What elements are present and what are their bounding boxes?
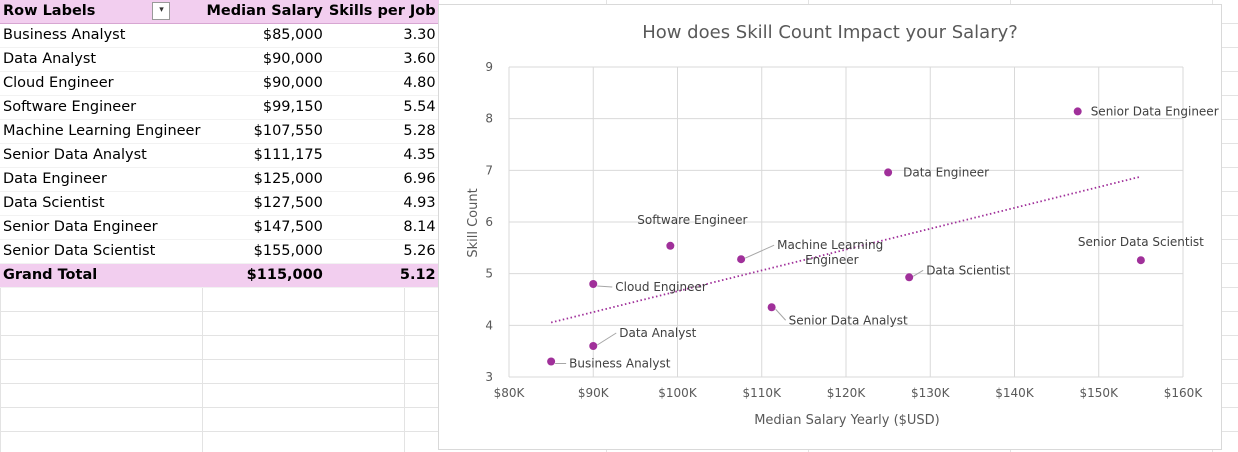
chart-title: How does Skill Count Impact your Salary?	[642, 22, 1018, 43]
pivot-row: Software Engineer $99,150 5.54	[0, 95, 439, 120]
pivot-row: Data Scientist $127,500 4.93	[0, 191, 439, 216]
data-label: Data Engineer	[903, 165, 989, 179]
data-label: Senior Data Engineer	[1091, 104, 1219, 118]
grand-total-row: Grand Total $115,000 5.12	[0, 263, 439, 288]
x-tick-label: $160K	[1164, 386, 1204, 400]
pivot-cell-label[interactable]: Data Analyst	[0, 47, 204, 72]
y-axis-title: Skill Count	[466, 188, 481, 257]
label-leader-line	[597, 285, 613, 288]
pivot-cell-salary[interactable]: $127,500	[203, 191, 326, 216]
y-tick-label: 8	[485, 112, 493, 126]
data-label: Cloud Engineer	[615, 280, 707, 294]
data-point[interactable]	[666, 241, 675, 250]
pivot-cell-label[interactable]: Senior Data Analyst	[0, 143, 204, 168]
pivot-cell-salary[interactable]: $147,500	[203, 215, 326, 240]
pivot-row: Machine Learning Engineer $107,550 5.28	[0, 119, 439, 144]
pivot-row: Data Engineer $125,000 6.96	[0, 167, 439, 192]
data-label: Software Engineer	[637, 213, 747, 227]
grand-total-salary: $115,000	[203, 263, 326, 288]
x-tick-label: $150K	[1080, 386, 1120, 400]
data-point[interactable]	[884, 168, 893, 177]
pivot-cell-salary[interactable]: $90,000	[203, 47, 326, 72]
header-skills-per-job: Skills per Job	[325, 0, 439, 24]
data-point[interactable]	[905, 273, 914, 282]
data-label: Machine Learning Engineer	[777, 238, 883, 267]
pivot-cell-label[interactable]: Data Engineer	[0, 167, 204, 192]
y-tick-label: 5	[485, 267, 493, 281]
x-tick-label: $120K	[827, 386, 867, 400]
data-point[interactable]	[547, 357, 556, 366]
pivot-cell-salary[interactable]: $155,000	[203, 239, 326, 264]
pivot-cell-skills[interactable]: 4.35	[325, 143, 439, 168]
data-point[interactable]	[737, 255, 746, 264]
pivot-row: Senior Data Analyst $111,175 4.35	[0, 143, 439, 168]
pivot-cell-skills[interactable]: 5.26	[325, 239, 439, 264]
data-point[interactable]	[1136, 256, 1145, 265]
label-leader-line	[775, 308, 787, 321]
data-label: Business Analyst	[569, 357, 671, 371]
filter-dropdown-icon[interactable]: ▾	[152, 2, 171, 20]
pivot-cell-skills[interactable]: 3.30	[325, 23, 439, 48]
pivot-table: Row Labels ▾ Median Salary Skills per Jo…	[0, 0, 439, 288]
pivot-row: Senior Data Engineer $147,500 8.14	[0, 215, 439, 240]
x-tick-label: $110K	[743, 386, 783, 400]
y-tick-label: 7	[485, 163, 493, 177]
data-label: Data Scientist	[926, 263, 1010, 277]
pivot-cell-label[interactable]: Machine Learning Engineer	[0, 119, 204, 144]
label-leader-line	[596, 332, 617, 346]
data-point[interactable]	[767, 303, 776, 312]
trendline	[550, 175, 1142, 324]
pivot-cell-skills[interactable]: 5.54	[325, 95, 439, 120]
pivot-cell-label[interactable]: Cloud Engineer	[0, 71, 204, 96]
pivot-cell-label[interactable]: Business Analyst	[0, 23, 204, 48]
y-tick-label: 6	[485, 215, 493, 229]
x-tick-label: $90K	[578, 386, 610, 400]
grand-total-label: Grand Total	[0, 263, 204, 288]
x-tick-label: $130K	[911, 386, 951, 400]
pivot-row: Senior Data Scientist $155,000 5.26	[0, 239, 439, 264]
grand-total-skills: 5.12	[325, 263, 439, 288]
pivot-row: Business Analyst $85,000 3.30	[0, 23, 439, 48]
y-tick-label: 4	[485, 318, 493, 332]
pivot-cell-label[interactable]: Data Scientist	[0, 191, 204, 216]
label-leader-line	[744, 244, 775, 259]
header-row-labels[interactable]: Row Labels ▾	[0, 0, 204, 24]
pivot-cell-salary[interactable]: $99,150	[203, 95, 326, 120]
data-label: Senior Data Scientist	[1078, 235, 1204, 249]
pivot-cell-salary[interactable]: $111,175	[203, 143, 326, 168]
pivot-cell-skills[interactable]: 5.28	[325, 119, 439, 144]
label-leader-line	[912, 269, 924, 277]
x-tick-label: $80K	[494, 386, 526, 400]
pivot-cell-skills[interactable]: 8.14	[325, 215, 439, 240]
pivot-cell-skills[interactable]: 4.80	[325, 71, 439, 96]
header-row-labels-text: Row Labels	[3, 3, 96, 19]
data-point[interactable]	[589, 280, 598, 288]
x-axis-title: Median Salary Yearly ($USD)	[754, 413, 940, 428]
pivot-cell-label[interactable]: Senior Data Engineer	[0, 215, 204, 240]
chart-canvas: How does Skill Count Impact your Salary?…	[466, 22, 1219, 428]
pivot-cell-label[interactable]: Software Engineer	[0, 95, 204, 120]
x-tick-label: $140K	[995, 386, 1035, 400]
pivot-cell-salary[interactable]: $85,000	[203, 23, 326, 48]
y-tick-label: 9	[485, 60, 493, 74]
data-label: Senior Data Analyst	[789, 313, 908, 327]
x-tick-label: $100K	[658, 386, 698, 400]
pivot-cell-salary[interactable]: $90,000	[203, 71, 326, 96]
y-tick-label: 3	[485, 370, 493, 384]
pivot-cell-skills[interactable]: 6.96	[325, 167, 439, 192]
pivot-header-row: Row Labels ▾ Median Salary Skills per Jo…	[0, 0, 439, 24]
scatter-chart[interactable]: How does Skill Count Impact your Salary?…	[438, 4, 1222, 450]
data-label: Data Analyst	[619, 326, 696, 340]
pivot-cell-skills[interactable]: 3.60	[325, 47, 439, 72]
data-point[interactable]	[1073, 107, 1082, 116]
pivot-cell-salary[interactable]: $125,000	[203, 167, 326, 192]
pivot-row: Cloud Engineer $90,000 4.80	[0, 71, 439, 96]
data-point[interactable]	[589, 342, 598, 350]
pivot-cell-label[interactable]: Senior Data Scientist	[0, 239, 204, 264]
header-median-salary: Median Salary	[203, 0, 326, 24]
pivot-cell-skills[interactable]: 4.93	[325, 191, 439, 216]
pivot-row: Data Analyst $90,000 3.60	[0, 47, 439, 72]
pivot-cell-salary[interactable]: $107,550	[203, 119, 326, 144]
